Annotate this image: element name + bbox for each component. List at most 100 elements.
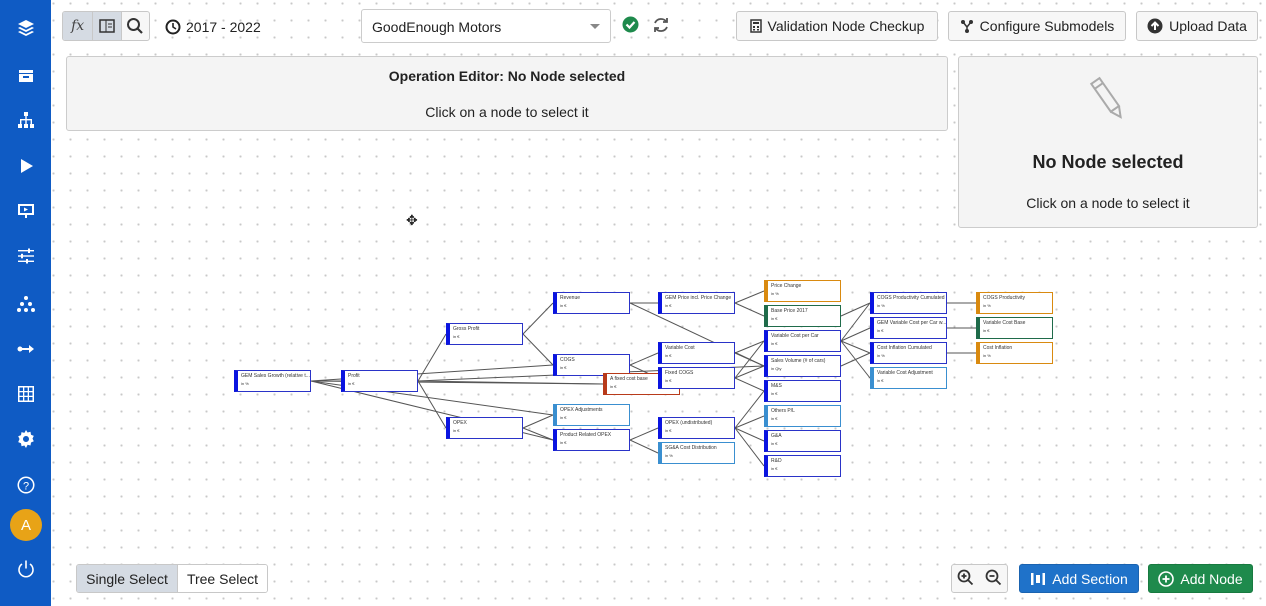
model-node[interactable]: OPEX Adjustments in € bbox=[553, 404, 630, 426]
edge bbox=[734, 302, 765, 317]
sidebar-item-grid[interactable] bbox=[0, 376, 51, 412]
node-label: COGS Productivity Cumulated bbox=[877, 295, 945, 301]
edges-layer bbox=[310, 290, 976, 467]
edge bbox=[734, 340, 765, 379]
zoom-out-icon bbox=[985, 569, 1001, 585]
model-node[interactable]: Base Price 2017 in € bbox=[764, 305, 841, 327]
sidebar-item-arrow-right[interactable] bbox=[0, 331, 51, 367]
node-label: Variable Cost Base bbox=[983, 320, 1026, 326]
model-node[interactable]: Variable Cost Adjustment in € bbox=[870, 367, 947, 389]
model-node[interactable]: Revenue in € bbox=[553, 292, 630, 314]
add-section-button[interactable]: Add Section bbox=[1019, 564, 1139, 593]
section-icon bbox=[1031, 572, 1046, 585]
node-label: COGS bbox=[560, 357, 575, 363]
sidebar-item-sliders[interactable] bbox=[0, 238, 51, 274]
inbox-icon bbox=[18, 70, 33, 82]
node-label: GEM Variable Cost per Car w... bbox=[877, 320, 947, 326]
sidebar-item-help[interactable]: ? bbox=[0, 467, 51, 503]
avatar[interactable]: A bbox=[10, 509, 42, 541]
model-node[interactable]: Cost Inflation Cumulated in % bbox=[870, 342, 947, 364]
sidebar-item-layers[interactable] bbox=[0, 8, 51, 48]
edge bbox=[734, 365, 765, 379]
model-node[interactable]: Fixed COGS in € bbox=[658, 367, 735, 389]
sidebar-item-presentation[interactable] bbox=[0, 193, 51, 229]
logout-button[interactable] bbox=[0, 551, 51, 587]
model-node[interactable]: R&D in € bbox=[764, 455, 841, 477]
help-icon: ? bbox=[17, 476, 35, 494]
add-node-button[interactable]: Add Node bbox=[1148, 564, 1253, 593]
validation-node-checkup-button[interactable]: Validation Node Checkup bbox=[736, 11, 938, 41]
configure-label: Configure Submodels bbox=[979, 18, 1115, 34]
model-node[interactable]: Variable Cost Base in € bbox=[976, 317, 1053, 339]
upload-data-button[interactable]: Upload Data bbox=[1136, 11, 1258, 41]
model-node[interactable]: Gross Profit in € bbox=[446, 323, 523, 345]
node-label: M&S bbox=[771, 383, 782, 389]
pencil-icon bbox=[1089, 76, 1122, 119]
formula-view-button[interactable]: fx bbox=[63, 12, 93, 40]
node-unit: in € bbox=[610, 384, 617, 389]
model-node[interactable]: SG&A Cost Distribution in % bbox=[658, 442, 735, 464]
model-node[interactable]: GEM Sales Growth (relative t... in % bbox=[234, 370, 311, 392]
model-node[interactable]: Price Change in % bbox=[764, 280, 841, 302]
model-node[interactable]: COGS Productivity Cumulated in % bbox=[870, 292, 947, 314]
model-node[interactable]: COGS Productivity in % bbox=[976, 292, 1053, 314]
node-unit: in € bbox=[771, 466, 778, 471]
sidebar-item-gear[interactable] bbox=[0, 421, 51, 457]
sidebar-item-play[interactable] bbox=[0, 148, 51, 184]
node-unit: in € bbox=[983, 328, 990, 333]
arrow-right-icon bbox=[17, 345, 34, 353]
node-unit: in € bbox=[560, 440, 567, 445]
company-select-value: GoodEnough Motors bbox=[372, 19, 502, 35]
configure-submodels-button[interactable]: Configure Submodels bbox=[948, 11, 1126, 41]
node-unit: in € bbox=[877, 378, 884, 383]
model-node[interactable]: OPEX (undistributed) in € bbox=[658, 417, 735, 439]
node-label: Base Price 2017 bbox=[771, 308, 808, 314]
single-select-button[interactable]: Single Select bbox=[77, 565, 177, 592]
model-node[interactable]: Profit in € bbox=[341, 370, 418, 392]
grid-icon bbox=[17, 386, 34, 402]
model-node[interactable]: Others P/L in € bbox=[764, 405, 841, 427]
model-node[interactable]: Cost Inflation in % bbox=[976, 342, 1053, 364]
edge bbox=[734, 390, 765, 429]
search-button[interactable] bbox=[120, 12, 149, 40]
tree-select-button[interactable]: Tree Select bbox=[177, 565, 267, 592]
period-display[interactable]: 2017 - 2022 bbox=[165, 19, 261, 35]
sidebar-item-inbox[interactable] bbox=[0, 58, 51, 94]
node-label: Cost Inflation bbox=[983, 345, 1013, 351]
sidebar-item-hierarchy[interactable] bbox=[0, 102, 51, 138]
node-unit: in € bbox=[665, 428, 672, 433]
node-unit: in % bbox=[983, 353, 991, 358]
model-node[interactable]: M&S in € bbox=[764, 380, 841, 402]
node-unit: in % bbox=[665, 453, 673, 458]
node-label: Cost Inflation Cumulated bbox=[877, 345, 932, 351]
check-circle-icon bbox=[622, 16, 639, 33]
model-node[interactable]: OPEX in € bbox=[446, 417, 523, 439]
sidebar-item-network[interactable] bbox=[0, 286, 51, 322]
model-node[interactable]: Variable Cost per Car in € bbox=[764, 330, 841, 352]
operation-editor-hint: Click on a node to select it bbox=[425, 104, 589, 120]
model-node[interactable]: Sales Volume (# of cars) in Qty bbox=[764, 355, 841, 377]
node-unit: in € bbox=[771, 391, 778, 396]
node-details-panel: No Node selected Click on a node to sele… bbox=[958, 56, 1258, 228]
edge bbox=[417, 380, 604, 385]
node-unit: in € bbox=[665, 303, 672, 308]
edge bbox=[840, 327, 871, 342]
edge bbox=[734, 427, 765, 442]
model-node[interactable]: COGS in € bbox=[553, 354, 630, 376]
edge bbox=[629, 427, 659, 441]
node-label: Fixed COGS bbox=[665, 370, 694, 376]
node-unit: in € bbox=[348, 381, 355, 386]
panel-view-button[interactable] bbox=[92, 12, 121, 40]
upload-icon bbox=[1147, 18, 1163, 34]
model-node[interactable]: Product Related OPEX in € bbox=[553, 429, 630, 451]
zoom-out-button[interactable] bbox=[980, 569, 1008, 589]
zoom-in-button[interactable] bbox=[952, 569, 980, 589]
model-node[interactable]: GEM Variable Cost per Car w... in € bbox=[870, 317, 947, 339]
model-canvas[interactable]: GEM Sales Growth (relative t... in % Profi… bbox=[52, 0, 1266, 606]
company-select[interactable]: GoodEnough Motors bbox=[361, 9, 611, 43]
node-label: R&D bbox=[771, 458, 782, 464]
refresh-icon[interactable] bbox=[652, 16, 670, 34]
model-node[interactable]: Variable Cost in € bbox=[658, 342, 735, 364]
model-node[interactable]: GEM Price incl. Price Change in € bbox=[658, 292, 735, 314]
model-node[interactable]: G&A in € bbox=[764, 430, 841, 452]
